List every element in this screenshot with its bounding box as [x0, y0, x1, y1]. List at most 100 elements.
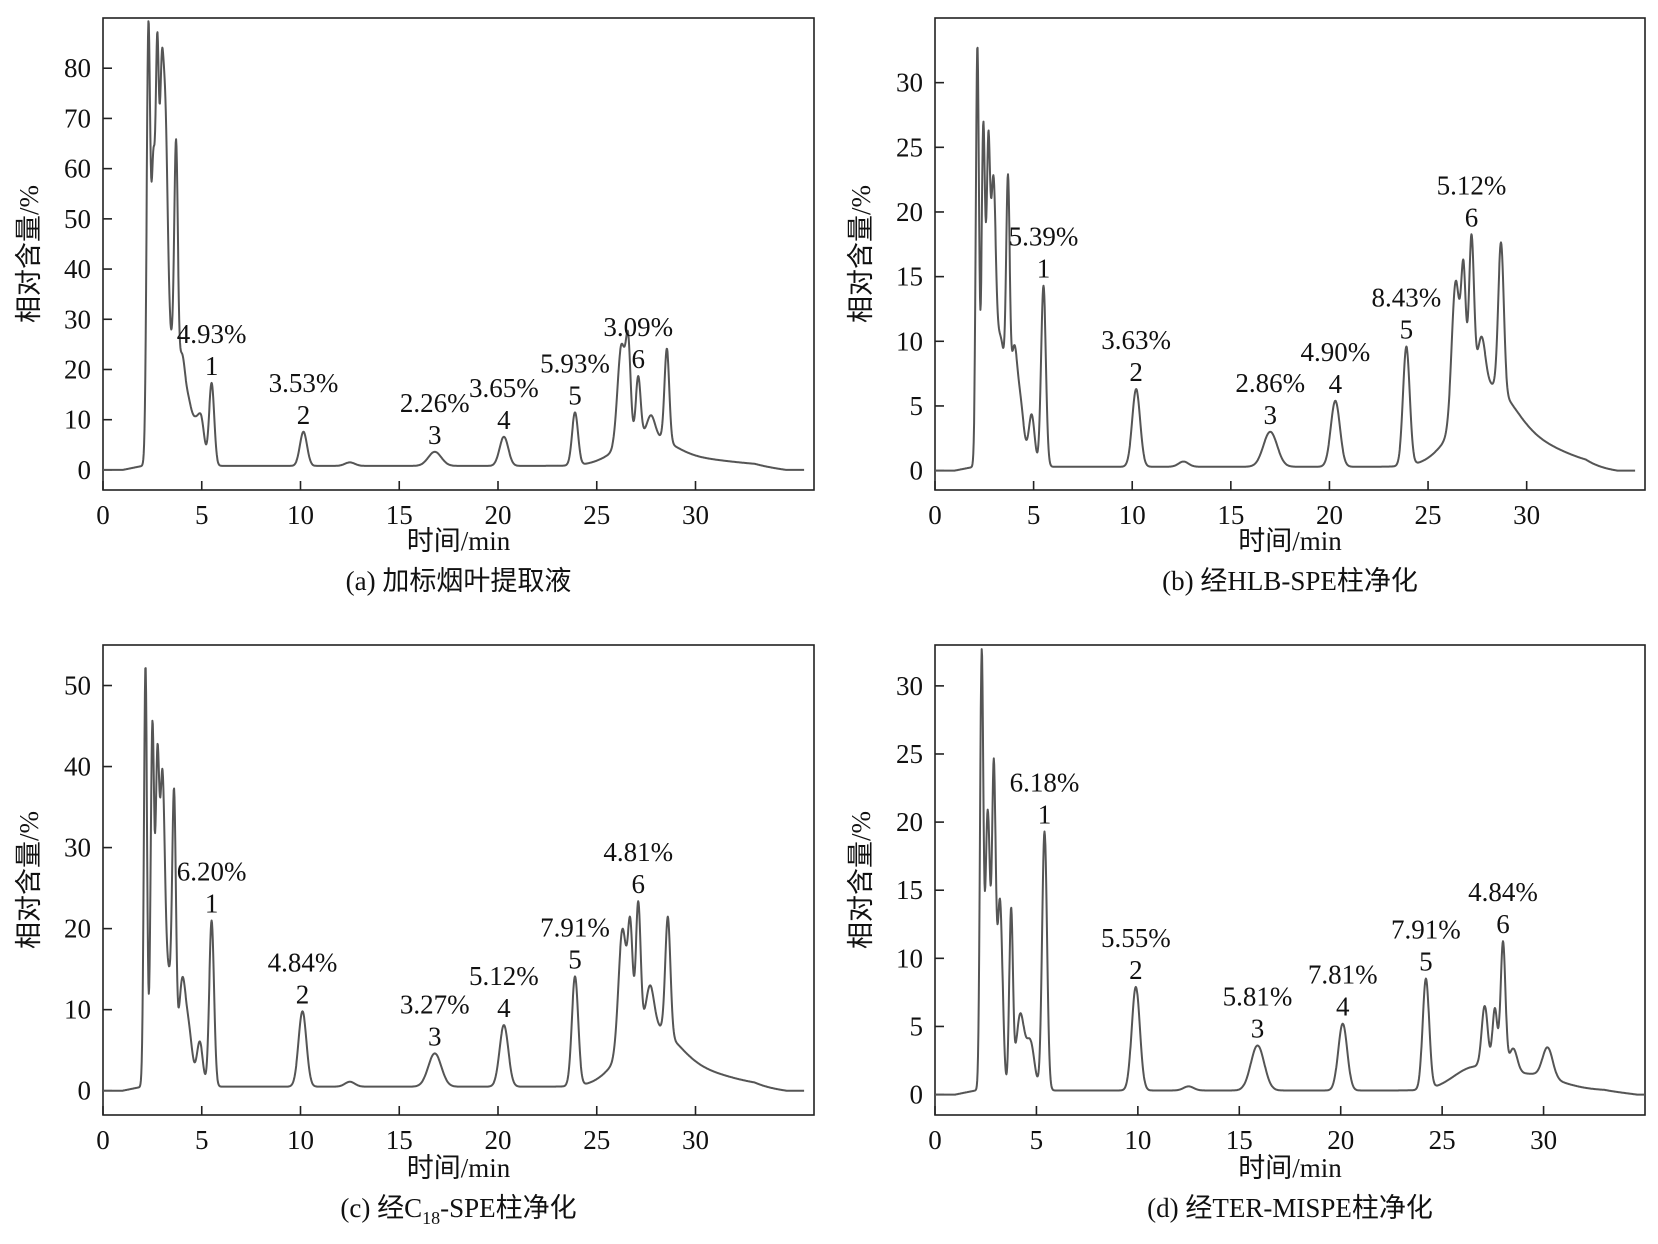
chromatogram-trace	[102, 20, 805, 471]
peak-number-label: 1	[205, 889, 219, 919]
panel-caption: (c) 经C18-SPE柱净化	[340, 1193, 576, 1228]
y-tick-label: 30	[64, 304, 91, 334]
peak-percent-label: 4.84%	[1468, 877, 1538, 907]
peak-number-label: 3	[428, 1021, 442, 1051]
y-tick-label: 10	[64, 995, 91, 1025]
x-axis-label: 时间/min	[407, 526, 511, 556]
x-tick-label: 5	[195, 1125, 209, 1155]
y-tick-label: 20	[64, 354, 91, 384]
peak-number-label: 1	[1037, 254, 1051, 284]
x-tick-label: 10	[1119, 500, 1146, 530]
y-tick-label: 0	[78, 455, 92, 485]
y-tick-label: 10	[896, 326, 923, 356]
y-tick-label: 10	[896, 943, 923, 973]
peak-number-label: 5	[568, 944, 582, 974]
x-tick-label: 30	[682, 1125, 709, 1155]
y-tick-label: 15	[896, 875, 923, 905]
plot-frame	[934, 644, 1646, 1116]
peak-percent-label: 3.27%	[400, 989, 470, 1019]
peak-number-label: 6	[631, 869, 645, 899]
x-tick-label: 5	[1030, 1125, 1044, 1155]
y-tick-label: 80	[64, 53, 91, 83]
x-tick-label: 30	[1530, 1125, 1557, 1155]
peak-percent-label: 2.26%	[400, 388, 470, 418]
x-axis-label: 时间/min	[1238, 1153, 1342, 1183]
peak-number-label: 2	[1129, 357, 1143, 387]
peak-percent-label: 7.81%	[1308, 960, 1378, 990]
peak-number-label: 5	[1400, 315, 1414, 345]
plot-frame	[102, 17, 815, 491]
x-tick-label: 15	[386, 500, 413, 530]
y-tick-label: 0	[910, 456, 924, 486]
x-tick-label: 30	[1513, 500, 1540, 530]
y-tick-label: 5	[910, 391, 924, 421]
peak-percent-label: 4.81%	[603, 837, 673, 867]
peak-number-label: 4	[497, 993, 511, 1023]
y-tick-label: 20	[896, 197, 923, 227]
y-tick-label: 5	[910, 1011, 924, 1041]
peak-number-label: 2	[1129, 955, 1143, 985]
peak-percent-label: 4.84%	[268, 947, 338, 977]
x-tick-label: 0	[928, 500, 942, 530]
x-tick-label: 20	[485, 500, 512, 530]
y-tick-label: 15	[896, 262, 923, 292]
y-tick-label: 60	[64, 154, 91, 184]
y-tick-label: 20	[64, 914, 91, 944]
peak-number-label: 6	[1496, 909, 1510, 939]
y-axis-label: 相对含量/%	[846, 185, 876, 323]
x-tick-label: 15	[1226, 1125, 1253, 1155]
x-tick-label: 20	[1327, 1125, 1354, 1155]
x-tick-label: 10	[287, 500, 314, 530]
peak-percent-label: 7.91%	[1391, 915, 1461, 945]
caption-prefix: (c) 经C	[340, 1193, 422, 1223]
peak-number-label: 3	[1264, 400, 1278, 430]
peak-number-label: 6	[1465, 202, 1479, 232]
x-axis-label: 时间/min	[1238, 526, 1342, 556]
peak-number-label: 4	[1336, 992, 1350, 1022]
peak-percent-label: 3.53%	[269, 368, 339, 398]
y-tick-label: 0	[78, 1076, 92, 1106]
peak-number-label: 6	[631, 344, 645, 374]
peak-number-label: 1	[205, 351, 219, 381]
x-tick-label: 10	[1124, 1125, 1151, 1155]
x-tick-label: 15	[386, 1125, 413, 1155]
y-tick-label: 25	[896, 739, 923, 769]
peak-number-label: 2	[297, 400, 311, 430]
peak-percent-label: 4.90%	[1300, 337, 1370, 367]
peak-number-label: 1	[1038, 800, 1052, 830]
y-tick-label: 70	[64, 103, 91, 133]
chromatogram-trace	[102, 667, 805, 1092]
peak-number-label: 4	[1329, 369, 1343, 399]
x-tick-label: 25	[583, 1125, 610, 1155]
x-tick-label: 20	[485, 1125, 512, 1155]
y-tick-label: 30	[896, 68, 923, 98]
y-tick-label: 40	[64, 752, 91, 782]
x-tick-label: 25	[1415, 500, 1442, 530]
panel-caption: (d) 经TER-MISPE柱净化	[1147, 1193, 1433, 1223]
peak-percent-label: 5.12%	[1437, 170, 1507, 200]
y-tick-label: 20	[896, 807, 923, 837]
peak-percent-label: 5.81%	[1223, 982, 1293, 1012]
panel-a: 0 5 10 15 20 25 3001020304050607080时间/min相对含量/…	[14, 17, 815, 596]
caption-suffix: -SPE柱净化	[440, 1193, 577, 1223]
chromatogram-trace	[934, 648, 1646, 1096]
peak-percent-label: 6.18%	[1010, 768, 1080, 798]
x-tick-label: 30	[682, 500, 709, 530]
x-tick-label: 15	[1217, 500, 1244, 530]
x-tick-label: 5	[195, 500, 209, 530]
y-tick-label: 50	[64, 671, 91, 701]
y-tick-label: 30	[896, 671, 923, 701]
peak-number-label: 3	[428, 420, 442, 450]
panel-caption: (a) 加标烟叶提取液	[346, 566, 572, 596]
peak-number-label: 5	[1419, 947, 1433, 977]
peak-percent-label: 3.63%	[1101, 325, 1171, 355]
peak-number-label: 5	[568, 380, 582, 410]
peak-number-label: 2	[296, 979, 310, 1009]
y-tick-label: 40	[64, 254, 91, 284]
x-tick-label: 0	[928, 1125, 942, 1155]
peak-percent-label: 3.65%	[469, 373, 539, 403]
y-tick-label: 50	[64, 204, 91, 234]
y-tick-label: 30	[64, 833, 91, 863]
peak-percent-label: 8.43%	[1371, 283, 1441, 313]
